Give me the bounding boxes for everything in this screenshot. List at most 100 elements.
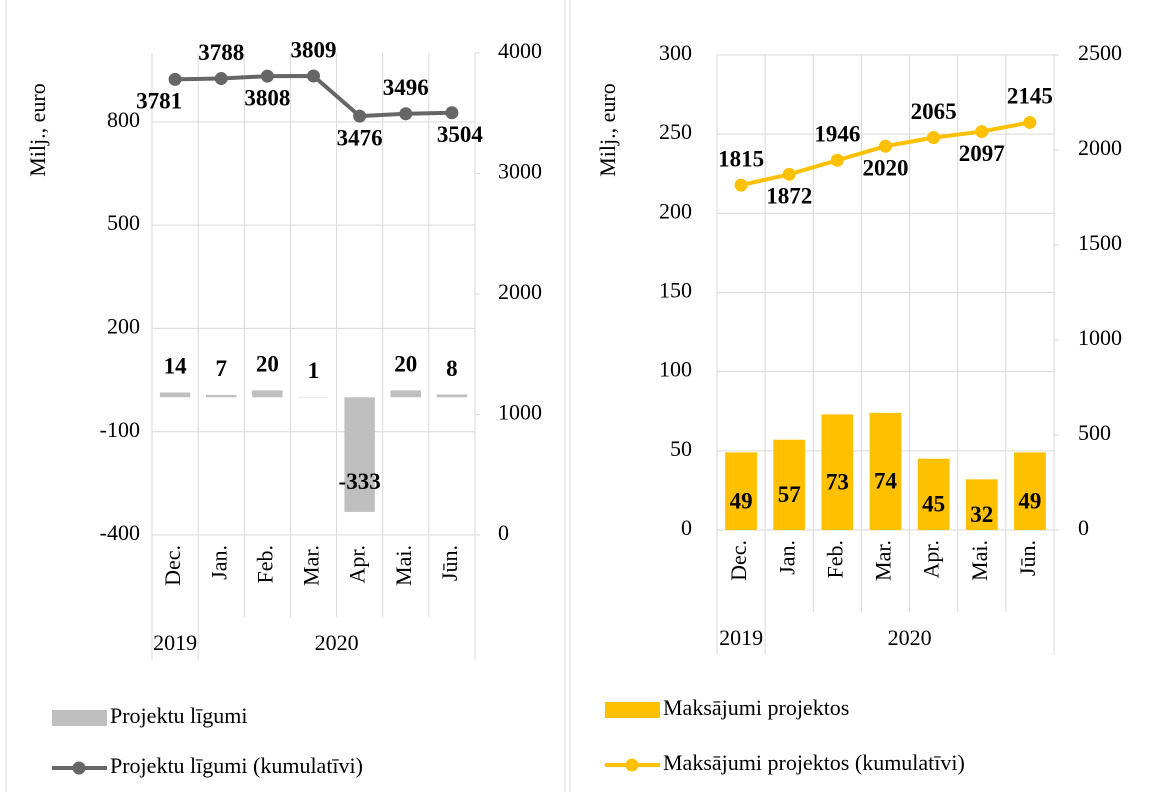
data-label: 14 bbox=[164, 354, 188, 379]
x-tick-label: Feb. bbox=[252, 545, 277, 584]
marker bbox=[214, 72, 228, 86]
data-label: 1815 bbox=[718, 146, 764, 171]
data-label: 74 bbox=[874, 469, 898, 494]
marker bbox=[782, 167, 796, 181]
legend-label: Maksājumi projektos (kumulatīvi) bbox=[663, 750, 965, 775]
bar bbox=[821, 414, 854, 530]
data-label: 57 bbox=[778, 482, 801, 507]
x-tick-label: Feb. bbox=[822, 540, 847, 579]
data-label: -333 bbox=[339, 469, 381, 494]
x-tick-label: Mar. bbox=[299, 545, 324, 586]
marker bbox=[927, 131, 941, 145]
data-label: 2145 bbox=[1007, 84, 1053, 109]
bar bbox=[965, 479, 998, 530]
x-tick-label: Mai. bbox=[391, 545, 416, 586]
x-tick-label: Jūn. bbox=[437, 545, 462, 581]
data-label: 8 bbox=[446, 356, 458, 381]
data-label: 1872 bbox=[766, 184, 812, 209]
data-label: 3476 bbox=[337, 125, 383, 150]
data-label: 2020 bbox=[863, 155, 909, 180]
group-label: 2020 bbox=[888, 625, 932, 650]
legend-marker bbox=[625, 758, 639, 772]
bar bbox=[159, 392, 191, 398]
data-label: 49 bbox=[1018, 488, 1041, 513]
y-axis-label: Milj., euro bbox=[595, 83, 620, 177]
y-tick-label: -400 bbox=[100, 520, 140, 545]
data-label: 3496 bbox=[383, 75, 429, 100]
y2-tick-label: 2500 bbox=[1078, 40, 1122, 65]
legend-label: Projektu līgumi bbox=[110, 703, 248, 728]
group-label: 2019 bbox=[719, 625, 763, 650]
y-tick-label: 200 bbox=[107, 313, 140, 338]
marker bbox=[975, 125, 989, 139]
legend-swatch bbox=[605, 702, 660, 718]
data-label: 1946 bbox=[814, 122, 860, 147]
marker bbox=[399, 107, 413, 121]
data-label: 1 bbox=[308, 358, 320, 383]
data-label: 7 bbox=[215, 356, 227, 381]
data-label: 20 bbox=[256, 352, 279, 377]
bar bbox=[917, 458, 950, 530]
y2-tick-label: 2000 bbox=[1078, 135, 1122, 160]
y2-tick-label: 1000 bbox=[498, 400, 542, 425]
data-label: 3809 bbox=[291, 37, 337, 62]
data-label: 2065 bbox=[911, 99, 957, 124]
legend-label: Maksājumi projektos bbox=[663, 695, 849, 720]
x-tick-label: Dec. bbox=[726, 540, 751, 581]
data-label: 3808 bbox=[244, 85, 290, 110]
group-label: 2019 bbox=[153, 630, 197, 655]
bar bbox=[725, 452, 757, 530]
marker bbox=[830, 153, 844, 167]
y-tick-label: 50 bbox=[670, 436, 692, 461]
data-label: 3781 bbox=[136, 89, 182, 114]
x-tick-label: Apr. bbox=[919, 540, 944, 579]
data-label: 32 bbox=[970, 502, 993, 527]
y-tick-label: 100 bbox=[659, 357, 692, 382]
y2-tick-label: 500 bbox=[1078, 420, 1111, 445]
y2-tick-label: 1500 bbox=[1078, 230, 1122, 255]
bar bbox=[205, 394, 237, 398]
marker bbox=[307, 69, 320, 83]
x-tick-label: Jūn. bbox=[1015, 540, 1040, 576]
marker bbox=[168, 72, 182, 86]
y2-tick-label: 2000 bbox=[498, 279, 542, 304]
x-tick-label: Jan. bbox=[206, 545, 231, 580]
group-label: 2020 bbox=[315, 630, 359, 655]
data-label: 45 bbox=[922, 492, 945, 517]
data-label: 2097 bbox=[959, 141, 1005, 166]
bar bbox=[436, 394, 468, 398]
bar bbox=[390, 390, 422, 398]
data-label: 3788 bbox=[198, 40, 244, 65]
x-tick-label: Apr. bbox=[345, 545, 370, 584]
marker bbox=[260, 69, 274, 83]
y2-tick-label: 0 bbox=[1078, 515, 1089, 540]
bar bbox=[773, 439, 806, 530]
x-tick-label: Mar. bbox=[871, 540, 896, 581]
bar bbox=[344, 397, 375, 512]
marker bbox=[734, 178, 748, 192]
y2-tick-label: 4000 bbox=[498, 38, 542, 63]
marker bbox=[445, 106, 459, 120]
bar bbox=[1014, 452, 1046, 530]
y-tick-label: 300 bbox=[659, 40, 692, 65]
x-tick-label: Jan. bbox=[774, 540, 799, 575]
y-tick-label: 500 bbox=[107, 210, 140, 235]
legend-marker bbox=[72, 761, 86, 775]
data-label: 49 bbox=[730, 488, 753, 513]
y-tick-label: 800 bbox=[107, 107, 140, 132]
marker bbox=[1023, 115, 1037, 129]
data-label: 20 bbox=[394, 352, 417, 377]
y2-tick-label: 0 bbox=[498, 520, 509, 545]
x-tick-label: Dec. bbox=[160, 545, 185, 586]
y-tick-label: -100 bbox=[100, 417, 140, 442]
x-tick-label: Mai. bbox=[967, 540, 992, 581]
legend-swatch bbox=[52, 710, 107, 726]
bar bbox=[869, 412, 902, 530]
y2-tick-label: 3000 bbox=[498, 159, 542, 184]
y-axis-label: Milj., euro bbox=[25, 83, 50, 177]
marker bbox=[353, 109, 367, 123]
y-tick-label: 0 bbox=[681, 515, 692, 540]
bar bbox=[252, 390, 283, 398]
